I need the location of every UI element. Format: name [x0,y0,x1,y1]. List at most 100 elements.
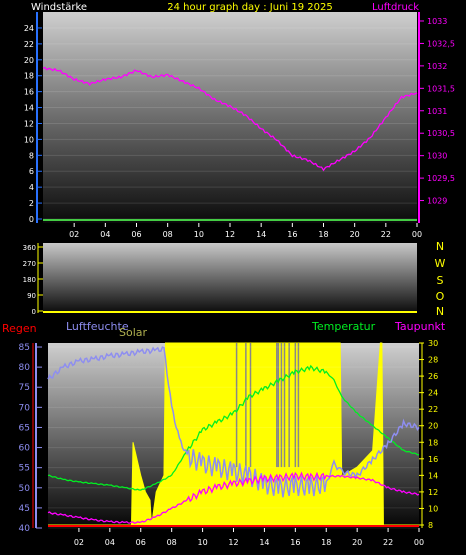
wind-tick-label: 8 [29,151,34,160]
humidity-series-line [47,346,420,498]
direction-tick-label: 360 [23,244,36,252]
compass-labels: N W S O N [435,240,446,318]
temperature-tick-label: 8 [428,521,433,530]
pressure-tick-label: 1032,5 [427,39,455,48]
x-tick-label: 18 [318,230,328,239]
x-tick-label: 06 [131,230,141,239]
x-tick-label: 04 [100,230,110,239]
wind-tick-label: 22 [24,40,34,49]
x-tick-label: 14 [256,230,266,239]
wind-tick-label: 6 [29,167,34,176]
compass-o: O [436,290,445,303]
x-tick-label: 00 [412,230,422,239]
direction-tick-label: 180 [23,276,36,284]
wind-tick-label: 18 [24,72,34,81]
compass-s: S [437,274,444,287]
pressure-tick-label: 1033 [427,17,447,26]
chart-title: 24 hour graph day : Juni 19 2025 [167,2,333,13]
wind-tick-label: 10 [24,135,34,144]
x-tick-label: 22 [381,230,391,239]
humidity-tick-label: 50 [19,484,31,494]
wind-tick-label: 12 [24,119,34,128]
panel3-x-axis: 02 04 06 08 10 12 14 16 18 20 22 00 [74,528,424,547]
direction-axis: 0 90 180 270 360 [23,243,43,316]
wind-tick-label: 4 [29,183,34,192]
x-tick-label: 16 [290,538,300,547]
solar-label: Solar [119,326,148,339]
pressure-tick-label: 1030 [427,152,447,161]
panel1-grid [43,27,417,220]
temperature-tick-label: 24 [428,389,438,398]
humidity-tick-label: 85 [19,343,30,353]
humidity-tick-label: 45 [19,504,30,514]
temperature-tick-label: 14 [428,471,438,480]
x-tick-label: 10 [197,538,207,547]
wind-tick-label: 16 [24,88,34,97]
x-tick-label: 00 [414,538,424,547]
humidity-tick-label: 40 [19,524,31,534]
x-tick-label: 20 [350,230,360,239]
taupunkt-label: Taupunkt [394,320,446,333]
temperature-series-line [47,364,420,491]
humidity-tick-label: 80 [19,363,31,373]
temperature-tick-label: 12 [428,488,438,497]
solar-series [48,342,419,526]
compass-n-bottom: N [436,305,444,318]
wind-tick-label: 0 [29,215,34,224]
pressure-tick-label: 1029,5 [427,174,455,183]
x-tick-label: 02 [69,230,79,239]
x-tick-label: 12 [225,230,235,239]
x-tick-label: 06 [136,538,146,547]
humidity-tick-label: 70 [19,403,31,413]
temperature-tick-label: 20 [428,422,438,431]
x-tick-label: 02 [74,538,84,547]
direction-tick-label: 90 [27,292,36,300]
luftfeuchte-label: Luftfeuchte [66,320,129,333]
humidity-tick-label: 75 [19,383,30,393]
pressure-axis: 1029 1029,5 1030 1030,5 1031 1031,5 1032 1032,5… [418,12,455,223]
pressure-tick-label: 1030,5 [427,129,455,138]
wind-tick-label: 2 [29,199,34,208]
x-tick-label: 08 [163,230,173,239]
wind-tick-label: 20 [24,56,34,65]
temperature-axis: 8 10 12 14 16 18 20 22 24 26 28 30 [419,339,438,530]
humidity-axis: 40 45 50 55 60 65 70 75 80 85 [19,343,42,534]
panel-wind-direction [43,243,417,313]
wind-tick-label: 24 [24,24,34,33]
humidity-tick-label: 65 [19,423,30,433]
x-tick-label: 12 [228,538,238,547]
pressure-tick-label: 1031 [427,107,447,116]
x-tick-label: 16 [287,230,297,239]
wind-label: Windstärke [31,2,87,13]
humidity-tick-label: 55 [19,464,30,474]
temperature-tick-label: 18 [428,438,438,447]
temperature-tick-label: 28 [428,356,438,365]
pressure-tick-label: 1031,5 [427,84,455,93]
x-tick-label: 20 [352,538,362,547]
x-tick-label: 14 [259,538,269,547]
direction-tick-label: 0 [32,308,36,316]
humidity-tick-label: 60 [19,444,31,454]
panel3-grid [48,346,419,529]
panel1-series [42,66,418,221]
compass-n-top: N [436,240,444,253]
solar-area [48,342,419,526]
direction-tick-label: 270 [23,260,36,268]
pressure-tick-label: 1032 [427,62,447,71]
x-tick-label: 18 [321,538,331,547]
temperature-tick-label: 30 [428,339,438,348]
regen-label: Regen [2,322,37,335]
panel-wind-pressure [43,12,417,223]
x-tick-label: 04 [105,538,115,547]
temperature-tick-label: 26 [428,372,438,381]
compass-w: W [435,257,446,270]
panel1-x-axis: 02 04 06 08 10 12 14 16 18 20 22 00 [69,223,422,239]
pressure-tick-label: 1029 [427,197,447,206]
x-tick-label: 08 [167,538,177,547]
x-tick-label: 22 [383,538,393,547]
dewpoint-series-line [47,471,420,524]
temperature-tick-label: 16 [428,455,438,464]
panel3-series [47,346,420,527]
